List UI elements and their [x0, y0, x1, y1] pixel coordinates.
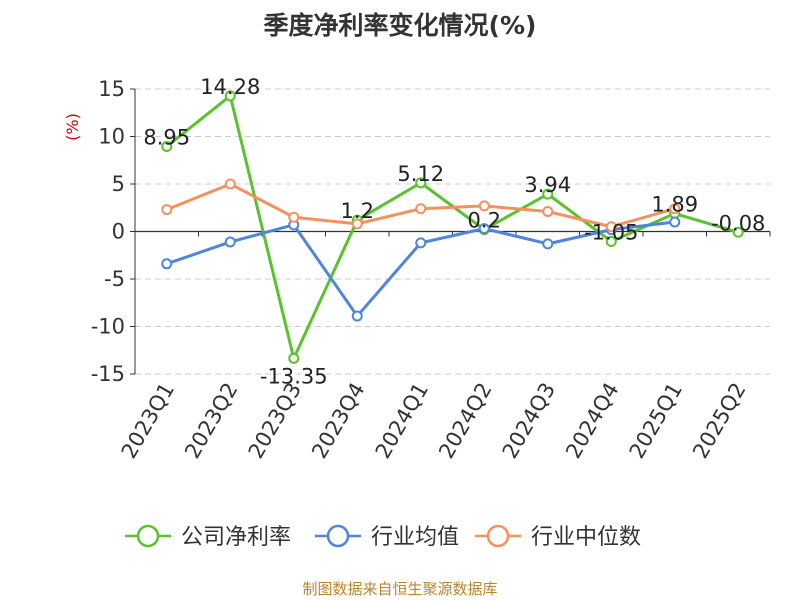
data-label: -0.08: [711, 211, 765, 235]
data-point: [669, 203, 681, 215]
legend-label: 行业均值: [371, 525, 459, 550]
data-point: [542, 238, 554, 250]
data-point: [415, 237, 427, 249]
legend-label: 公司净利率: [181, 525, 291, 550]
y-tick-label: 15: [98, 77, 125, 101]
data-point: [415, 177, 427, 189]
data-point: [161, 204, 173, 216]
y-tick-label: 5: [112, 172, 125, 196]
series: [161, 90, 744, 364]
data-label: -13.35: [260, 365, 328, 389]
y-axis-label: (%): [63, 113, 82, 141]
x-tick-label: 2023Q1: [117, 379, 179, 463]
x-tick-label: 2025Q2: [688, 379, 750, 463]
legend-swatch-marker: [136, 524, 160, 548]
axes: [130, 88, 771, 375]
data-point: [161, 258, 173, 270]
data-point: [605, 221, 617, 233]
data-label: 14.28: [200, 75, 260, 99]
x-tick-labels: 2023Q1 2023Q2 2023Q3 2023Q4 2024Q1 2024Q2 2024…: [117, 379, 751, 463]
x-tick-label: 2024Q4: [561, 379, 623, 463]
x-tick-label: 2024Q1: [371, 379, 433, 463]
legend[interactable]: 公司净利率 行业均值 行业中位数: [125, 524, 641, 550]
x-tick-label: 2025Q1: [625, 379, 687, 463]
legend-item[interactable]: 行业均值: [315, 524, 459, 550]
data-point: [605, 235, 617, 247]
y-tick-label: 0: [112, 220, 125, 244]
data-point: [478, 223, 490, 235]
data-point: [542, 206, 554, 218]
data-point: [669, 216, 681, 228]
data-source-note: 制图数据来自恒生聚源数据库: [302, 580, 498, 598]
y-tick-labels: 15 10 5 0 -5 -10 -15: [91, 77, 125, 386]
series-line: [165, 94, 739, 360]
data-point: [542, 188, 554, 200]
data-label: 3.94: [524, 173, 571, 197]
data-point: [288, 211, 300, 223]
data-label: -1.05: [584, 220, 638, 244]
x-tick-label: 2023Q2: [180, 379, 242, 463]
x-tick-label: 2023Q4: [307, 379, 369, 463]
data-point: [161, 140, 173, 152]
data-point: [478, 200, 490, 212]
legend-label: 行业中位数: [531, 525, 641, 550]
data-point: [224, 90, 236, 102]
legend-item[interactable]: 公司净利率: [125, 524, 291, 550]
data-point: [351, 218, 363, 230]
x-tick-label: 2024Q3: [498, 379, 560, 463]
data-label: 8.95: [143, 125, 190, 149]
data-point: [351, 310, 363, 322]
data-point: [288, 352, 300, 364]
data-point: [224, 178, 236, 190]
data-label: 1.89: [651, 193, 698, 217]
y-tick-label: -10: [91, 315, 125, 339]
data-point: [415, 203, 427, 215]
x-tick-label: 2024Q2: [434, 379, 496, 463]
data-point: [732, 226, 744, 238]
legend-item[interactable]: 行业中位数: [475, 524, 641, 550]
legend-swatch-marker: [486, 524, 510, 548]
chart-title: 季度净利率变化情况(%): [263, 11, 537, 40]
data-label: 5.12: [397, 162, 444, 186]
data-label: 1.2: [341, 199, 374, 223]
data-labels: 8.95 14.28 -13.35 1.2 5.12 0.2 3.94 -1.05 1.89 -0…: [143, 75, 765, 389]
y-tick-label: -5: [104, 267, 125, 291]
x-tick-label: 2023Q3: [244, 379, 306, 463]
legend-swatch-marker: [326, 524, 350, 548]
y-tick-label: 10: [98, 125, 125, 149]
data-point: [224, 236, 236, 248]
y-tick-label: -15: [91, 362, 125, 386]
data-label: 0.2: [468, 209, 501, 233]
